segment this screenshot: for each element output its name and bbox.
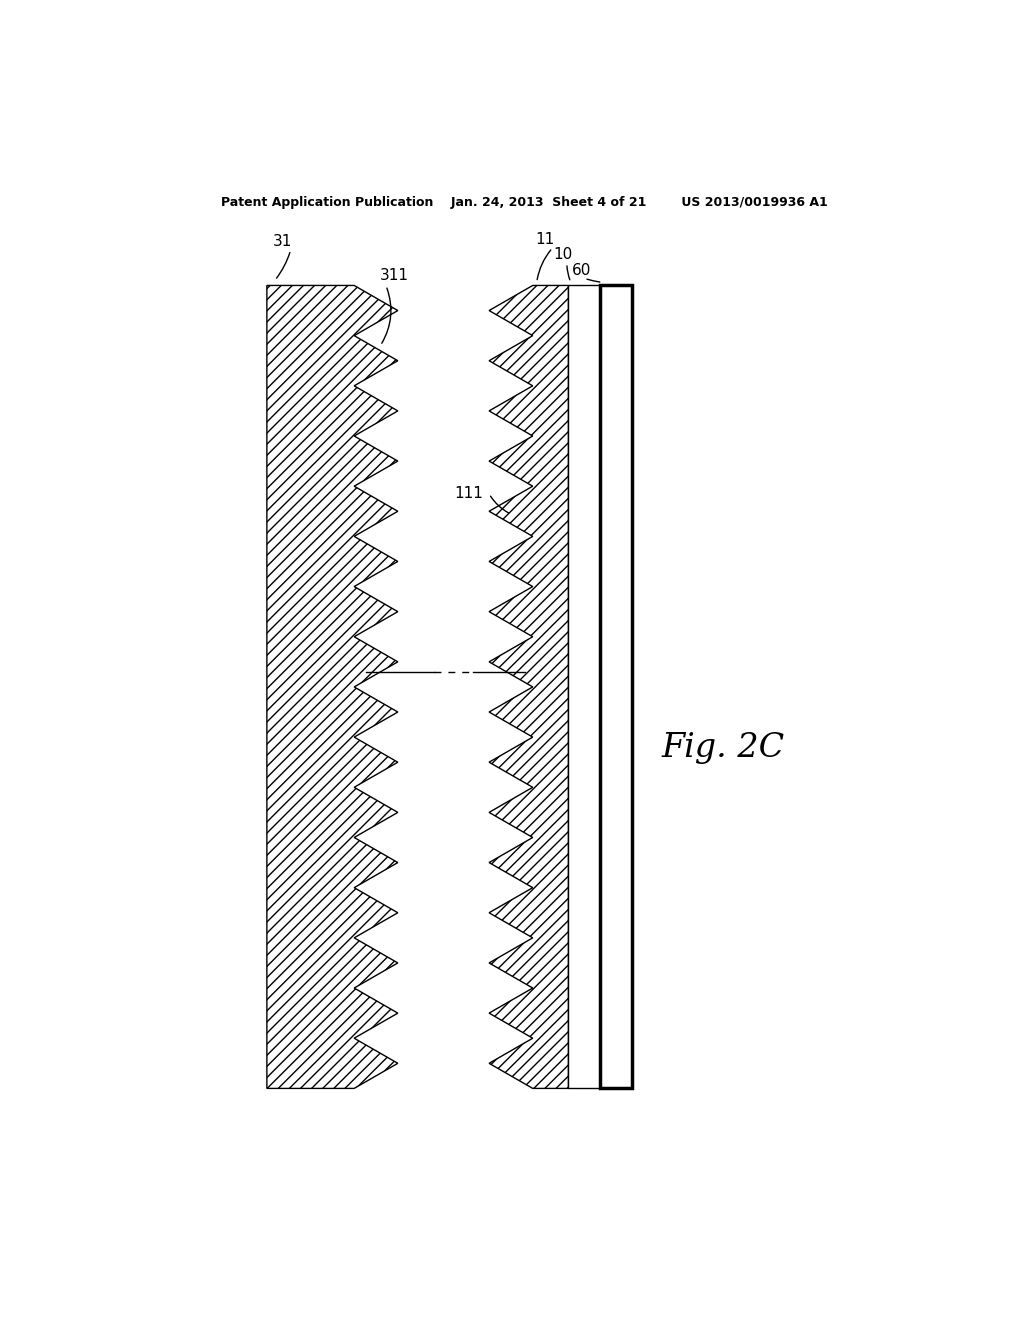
- Text: 31: 31: [273, 234, 293, 249]
- Text: Patent Application Publication    Jan. 24, 2013  Sheet 4 of 21        US 2013/00: Patent Application Publication Jan. 24, …: [221, 195, 828, 209]
- Text: 60: 60: [572, 263, 592, 277]
- Text: 311: 311: [379, 268, 409, 282]
- Text: 11: 11: [535, 232, 554, 247]
- Text: Fig. 2C: Fig. 2C: [662, 731, 784, 764]
- Text: 111: 111: [455, 486, 483, 502]
- Bar: [600, 285, 632, 1089]
- Text: 10: 10: [553, 247, 572, 263]
- Polygon shape: [489, 285, 568, 1089]
- Polygon shape: [267, 285, 397, 1089]
- Bar: [568, 285, 600, 1089]
